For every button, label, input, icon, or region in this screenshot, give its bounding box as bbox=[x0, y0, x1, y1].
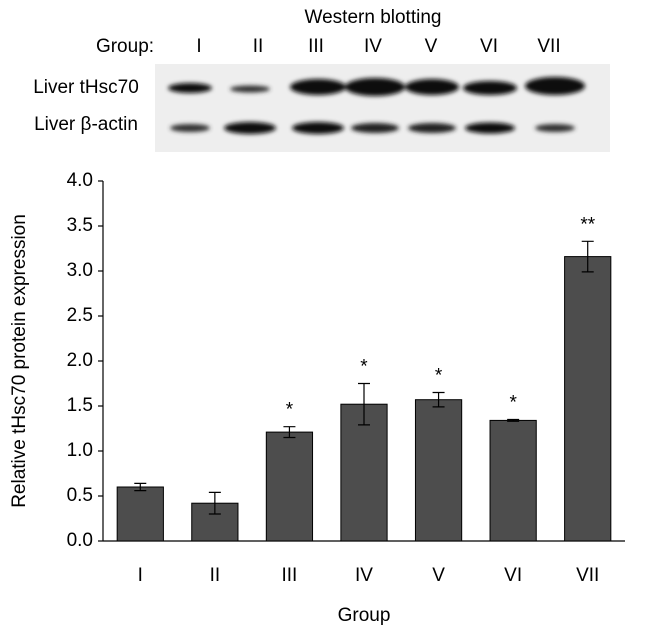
error-bar bbox=[283, 426, 296, 439]
significance-mark: * bbox=[509, 393, 517, 414]
x-axis-label: Group bbox=[338, 605, 391, 626]
y-tick-label: 4.0 bbox=[67, 170, 93, 191]
bar bbox=[564, 256, 612, 542]
bar bbox=[191, 502, 239, 542]
blot-row-label: Liver β-actin bbox=[34, 114, 138, 135]
y-tick-label: 0.0 bbox=[67, 530, 93, 551]
y-tick-label: 1.0 bbox=[67, 440, 93, 461]
error-bar bbox=[507, 418, 520, 422]
y-tick-label: 3.5 bbox=[67, 215, 93, 236]
x-tick-label: I bbox=[138, 565, 143, 586]
y-tick-label: 1.5 bbox=[67, 395, 93, 416]
x-tick-label: II bbox=[210, 565, 221, 586]
error-bar bbox=[358, 382, 370, 426]
blot-lane-label: II bbox=[253, 36, 264, 57]
y-tick-label: 3.0 bbox=[67, 260, 93, 281]
blot-lane-label: III bbox=[308, 36, 324, 57]
y-tick-label: 2.0 bbox=[67, 350, 93, 371]
x-tick-label: III bbox=[282, 565, 298, 586]
significance-mark: * bbox=[286, 400, 294, 421]
significance-mark: * bbox=[360, 357, 368, 378]
x-tick-label: VI bbox=[504, 565, 522, 586]
blot-bands bbox=[168, 77, 585, 134]
significance-mark: * bbox=[435, 366, 443, 387]
significance-mark: ** bbox=[580, 214, 595, 235]
blot-row-label: Liver tHsc70 bbox=[33, 77, 139, 98]
blot-lane-label: V bbox=[425, 36, 438, 57]
blot-lane-label: I bbox=[196, 36, 201, 57]
error-bar bbox=[208, 491, 221, 515]
x-tick-label: IV bbox=[355, 565, 373, 586]
error-bar bbox=[134, 482, 147, 492]
blot-lane-heading: Group: bbox=[96, 36, 154, 57]
bar bbox=[340, 403, 388, 542]
y-axis-label: Relative tHsc70 protein expression bbox=[9, 214, 30, 508]
bar bbox=[489, 419, 537, 542]
bar bbox=[265, 431, 314, 542]
error-bar bbox=[581, 240, 594, 273]
y-tick-label: 0.5 bbox=[67, 485, 93, 506]
blot-membrane bbox=[155, 64, 610, 152]
blot-title: Western blotting bbox=[305, 7, 442, 28]
y-tick-label: 2.5 bbox=[67, 305, 93, 326]
blot-lane-label: IV bbox=[364, 36, 382, 57]
blot-lane-label: VI bbox=[480, 36, 498, 57]
blot-lane-label: VII bbox=[537, 36, 560, 57]
bar bbox=[414, 399, 463, 542]
x-tick-label: VII bbox=[576, 565, 599, 586]
x-tick-label: V bbox=[432, 565, 445, 586]
bar bbox=[116, 486, 164, 542]
error-bar bbox=[432, 391, 445, 408]
